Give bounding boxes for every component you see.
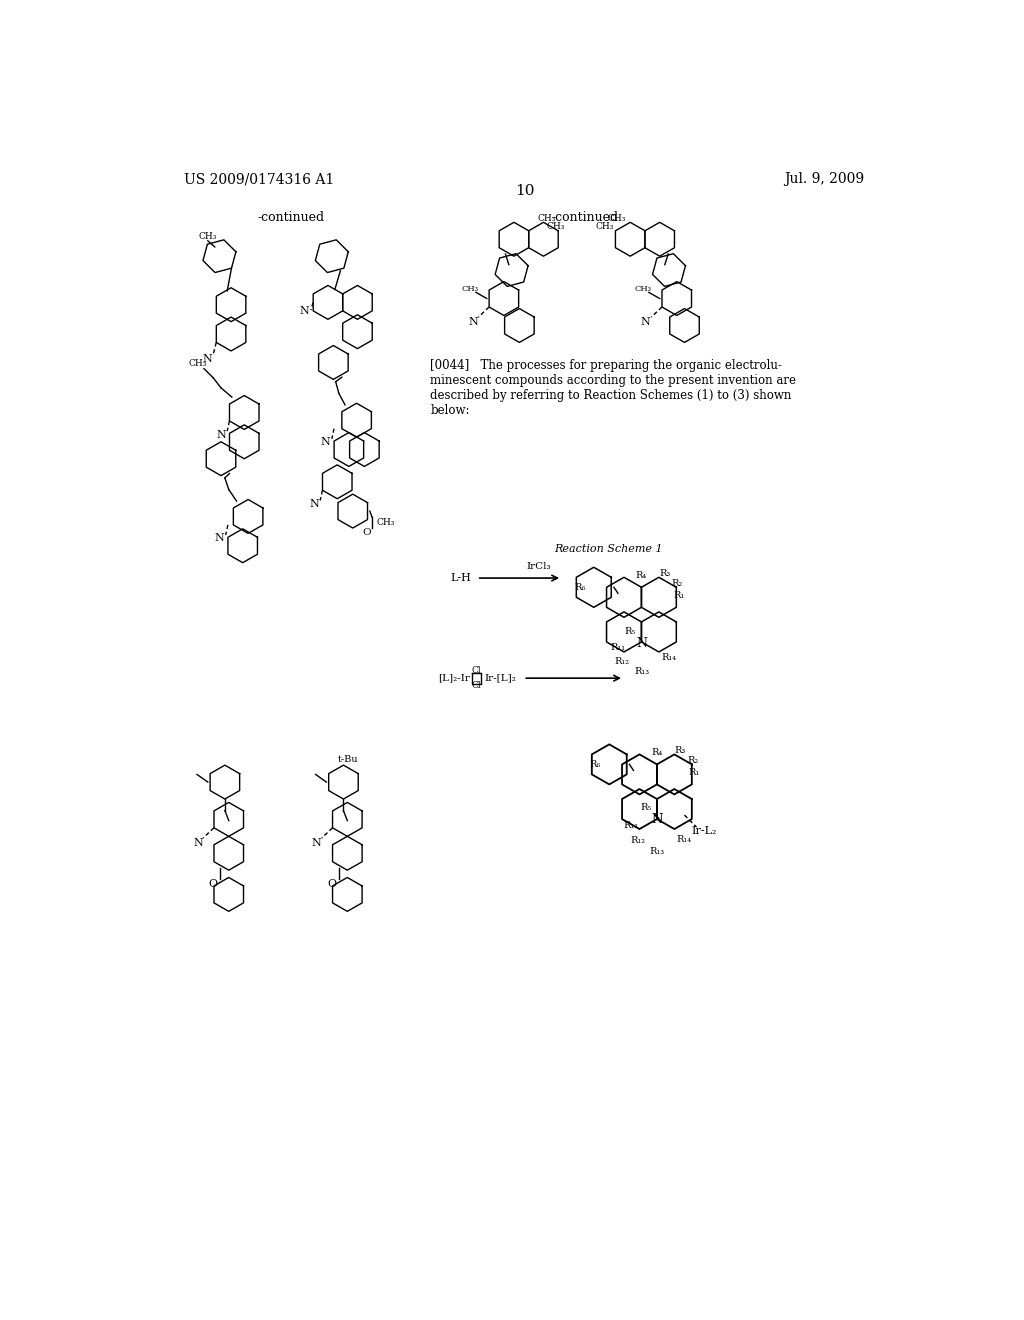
Text: CH₃: CH₃ (595, 222, 613, 231)
Text: R₁₃: R₁₃ (649, 846, 665, 855)
Text: N: N (216, 429, 226, 440)
Text: O: O (328, 879, 337, 888)
Text: Ir-[L]₂: Ir-[L]₂ (484, 673, 516, 682)
Text: US 2009/0174316 A1: US 2009/0174316 A1 (183, 172, 334, 186)
Text: R₆: R₆ (574, 583, 586, 591)
Text: N: N (215, 533, 224, 544)
Text: R₂: R₂ (687, 756, 698, 764)
Text: R₁: R₁ (674, 591, 685, 599)
Text: IrCl₃: IrCl₃ (526, 562, 551, 572)
Text: R₃: R₃ (659, 569, 671, 578)
Text: R₁₄: R₁₄ (662, 653, 677, 663)
Text: O: O (362, 528, 371, 537)
Text: 10: 10 (515, 183, 535, 198)
Text: L-H: L-H (451, 573, 472, 583)
Text: N: N (640, 317, 650, 327)
Text: CH₃: CH₃ (376, 519, 394, 527)
Text: CH₃: CH₃ (461, 285, 478, 293)
Text: CH₃: CH₃ (547, 222, 565, 231)
Text: -continued: -continued (552, 211, 618, 224)
Text: [L]₂-Ir: [L]₂-Ir (438, 673, 470, 682)
Text: t-Bu: t-Bu (338, 755, 358, 763)
Text: R₅: R₅ (625, 627, 636, 636)
Text: -continued: -continued (257, 211, 325, 224)
Text: R₄: R₄ (651, 748, 663, 756)
Text: R₄: R₄ (636, 570, 647, 579)
Text: N: N (194, 838, 203, 847)
Text: CH₃: CH₃ (634, 285, 651, 293)
Text: CH₃: CH₃ (199, 232, 217, 242)
Text: Ir-L₂: Ir-L₂ (692, 826, 717, 836)
Text: R₅: R₅ (640, 803, 651, 812)
Text: [0044]   The processes for preparing the organic electrolu-
minescent compounds : [0044] The processes for preparing the o… (430, 359, 797, 417)
Text: Reaction Scheme 1: Reaction Scheme 1 (554, 544, 663, 554)
Text: R₃: R₃ (675, 746, 686, 755)
Text: N: N (651, 813, 663, 825)
Text: N: N (309, 499, 318, 508)
Text: N: N (300, 306, 309, 315)
Text: N: N (636, 638, 647, 651)
Text: R₁₃: R₁₃ (634, 668, 649, 676)
Text: CH₃: CH₃ (607, 214, 626, 223)
Text: R₆: R₆ (590, 760, 601, 768)
Text: N: N (202, 354, 212, 363)
Text: R₁₄: R₁₄ (677, 834, 692, 843)
Text: Cl: Cl (471, 667, 481, 675)
Text: R₂: R₂ (672, 578, 683, 587)
Text: R₁₁: R₁₁ (624, 821, 639, 829)
Text: N: N (468, 317, 478, 327)
Text: CH₃: CH₃ (188, 359, 207, 368)
Text: R₁₂: R₁₂ (630, 836, 645, 845)
Text: Jul. 9, 2009: Jul. 9, 2009 (784, 172, 864, 186)
Text: N: N (311, 838, 322, 847)
Text: R₁₁: R₁₁ (610, 643, 626, 652)
Text: N: N (321, 437, 331, 447)
Text: R₁₂: R₁₂ (614, 657, 630, 667)
Text: O: O (209, 879, 218, 888)
Text: CH₃: CH₃ (538, 214, 556, 223)
Text: Cl: Cl (471, 681, 481, 690)
Text: R₁: R₁ (689, 768, 700, 777)
